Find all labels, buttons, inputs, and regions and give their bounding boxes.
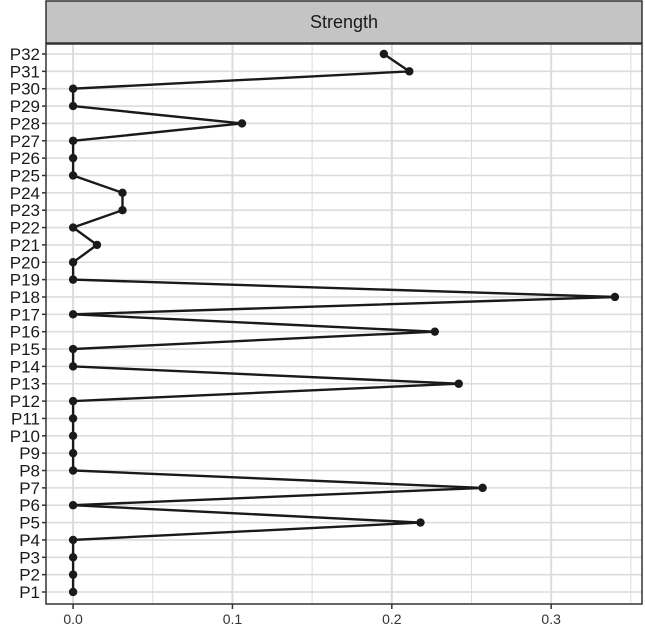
- ytick-label-p15: P15: [10, 340, 40, 359]
- panel-background: [46, 44, 642, 604]
- point-p4: [68, 535, 78, 545]
- ytick-label-p29: P29: [10, 97, 40, 116]
- point-p19: [68, 275, 78, 284]
- ytick-label-p23: P23: [10, 201, 40, 220]
- ytick-label-p6: P6: [19, 496, 40, 515]
- point-p27: [68, 136, 78, 145]
- ytick-label-p27: P27: [10, 132, 40, 151]
- point-p31: [405, 67, 414, 76]
- point-p7: [478, 483, 487, 493]
- xtick-label-1: 0.1: [223, 611, 243, 627]
- xtick-label-2: 0.2: [382, 611, 402, 627]
- ytick-label-p32: P32: [10, 45, 40, 64]
- facet-title: Strength: [310, 12, 378, 32]
- ytick-label-p1: P1: [19, 583, 40, 602]
- ytick-label-p30: P30: [10, 80, 40, 99]
- point-p9: [68, 448, 78, 458]
- ytick-label-p28: P28: [10, 114, 40, 133]
- ytick-label-p8: P8: [19, 462, 40, 481]
- xtick-label-3: 0.3: [541, 611, 561, 627]
- point-p3: [68, 553, 78, 562]
- point-p25: [68, 171, 78, 180]
- point-p5: [416, 518, 425, 527]
- ytick-label-p5: P5: [19, 514, 40, 533]
- ytick-label-p19: P19: [10, 271, 40, 290]
- point-p13: [454, 379, 463, 388]
- point-p16: [430, 327, 440, 336]
- ytick-label-p12: P12: [10, 392, 40, 411]
- point-p1: [68, 587, 78, 597]
- point-p8: [68, 466, 78, 475]
- ytick-label-p4: P4: [19, 531, 40, 550]
- point-p10: [68, 431, 78, 441]
- ytick-label-p20: P20: [10, 253, 40, 272]
- y-axis: P1P2P3P4P5P6P7P8P9P10P11P12P13P14P15P16P…: [10, 45, 46, 602]
- point-p32: [379, 49, 389, 59]
- ytick-label-p13: P13: [10, 375, 40, 394]
- point-p14: [68, 362, 78, 371]
- ytick-label-p24: P24: [10, 184, 40, 203]
- point-p30: [68, 84, 78, 93]
- point-p21: [92, 240, 102, 250]
- xtick-label-0: 0.0: [63, 611, 83, 627]
- ytick-label-p10: P10: [10, 427, 40, 446]
- point-p11: [68, 414, 78, 423]
- ytick-label-p17: P17: [10, 305, 40, 324]
- point-p23: [118, 205, 127, 215]
- strength-series: [68, 49, 620, 597]
- major-gridlines: [46, 44, 642, 604]
- ytick-label-p9: P9: [19, 444, 40, 463]
- point-p15: [68, 344, 78, 354]
- point-p26: [68, 153, 78, 163]
- ytick-label-p16: P16: [10, 323, 40, 342]
- ytick-label-p26: P26: [10, 149, 40, 168]
- point-p28: [237, 119, 247, 128]
- point-p17: [68, 310, 78, 319]
- x-axis: 0.0 0.1 0.2 0.3: [63, 604, 561, 627]
- point-p18: [610, 292, 620, 302]
- ytick-label-p2: P2: [19, 566, 40, 585]
- ytick-label-p25: P25: [10, 166, 40, 185]
- point-p20: [68, 258, 78, 267]
- ytick-label-p22: P22: [10, 219, 40, 238]
- ytick-label-p3: P3: [19, 548, 40, 567]
- point-p29: [68, 101, 78, 111]
- point-p22: [68, 223, 78, 232]
- ytick-label-p18: P18: [10, 288, 40, 307]
- ytick-label-p14: P14: [10, 357, 40, 376]
- ytick-label-p21: P21: [10, 236, 40, 255]
- panel-border: [45, 43, 643, 605]
- ytick-label-p11: P11: [11, 409, 40, 428]
- point-p2: [68, 570, 78, 579]
- plot-panel: [45, 43, 643, 605]
- ytick-label-p7: P7: [19, 479, 40, 498]
- facet-strip-background: [45, 0, 643, 44]
- point-p6: [68, 501, 78, 510]
- minor-gridlines: [152, 44, 632, 604]
- facet-strip: Strength: [45, 0, 643, 44]
- ytick-label-p31: P31: [10, 62, 40, 81]
- point-p24: [118, 188, 127, 198]
- point-p12: [68, 396, 78, 406]
